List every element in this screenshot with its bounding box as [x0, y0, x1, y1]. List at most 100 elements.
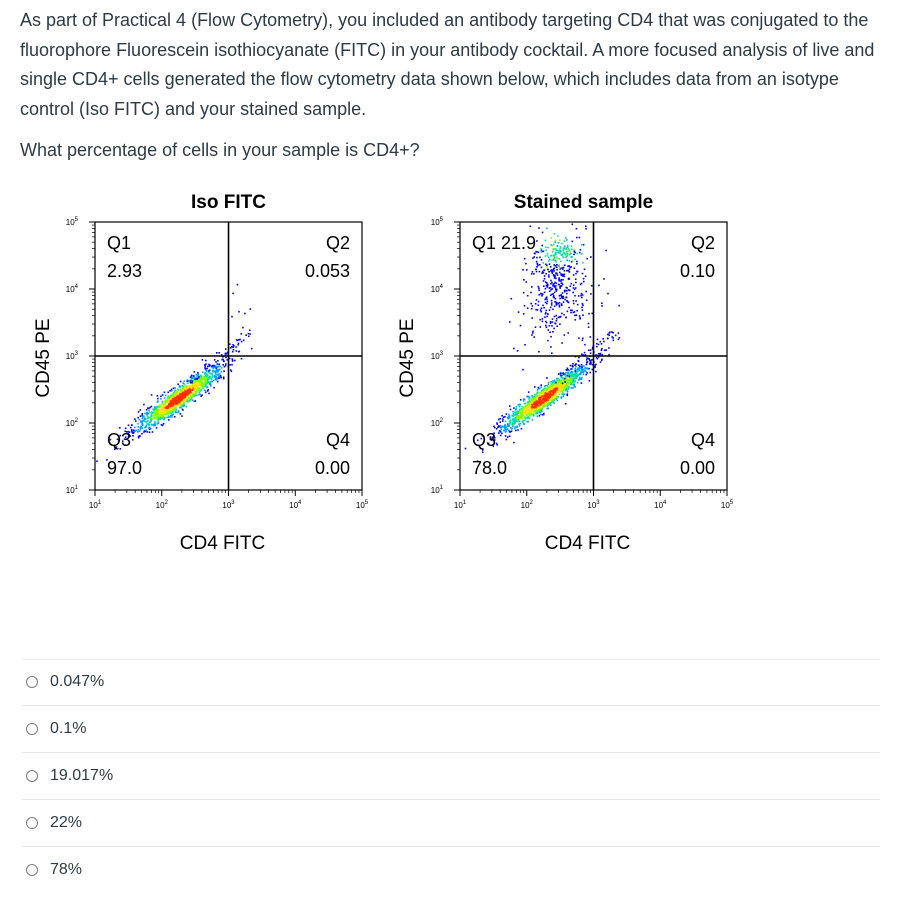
event-dot [517, 417, 519, 420]
event-dot [537, 400, 539, 402]
event-dot [537, 300, 540, 303]
event-dot [498, 425, 501, 428]
event-dot [568, 271, 571, 273]
event-dot [175, 400, 177, 402]
event-dot [170, 412, 172, 415]
event-dot [513, 407, 515, 409]
event-dot [170, 396, 172, 398]
event-dot [584, 343, 586, 346]
event-dot [569, 376, 572, 379]
event-dot [544, 398, 546, 401]
event-dot [529, 401, 531, 404]
event-dot [586, 361, 589, 363]
event-dot [551, 293, 553, 295]
answer-option[interactable]: 0.047% [22, 659, 880, 706]
event-dot [564, 381, 566, 383]
event-dot [172, 410, 174, 413]
event-dot [541, 244, 543, 247]
event-dot [575, 375, 578, 377]
event-dot [572, 284, 575, 286]
event-dot [541, 398, 544, 400]
event-dot [153, 409, 155, 411]
event-dot [546, 407, 548, 410]
radio-button[interactable] [26, 817, 38, 829]
event-dot [163, 404, 165, 406]
event-dot [529, 408, 532, 410]
event-dot [509, 405, 511, 407]
event-dot [560, 294, 563, 296]
event-dot [555, 290, 558, 292]
plot-title: Stained sample [514, 192, 653, 213]
radio-button[interactable] [26, 864, 38, 876]
event-dot [570, 256, 572, 259]
event-dot [187, 394, 189, 396]
event-dot [538, 411, 540, 414]
event-dot [542, 413, 545, 416]
event-dot [185, 394, 187, 397]
event-dot [177, 401, 180, 404]
radio-button[interactable] [26, 723, 38, 735]
event-dot [250, 347, 253, 350]
radio-button[interactable] [26, 676, 38, 688]
event-dot [563, 385, 565, 388]
event-dot [574, 258, 576, 261]
event-dot [172, 408, 174, 411]
event-dot [154, 413, 157, 416]
event-dot [547, 268, 549, 271]
event-dot [518, 410, 521, 413]
event-dot [523, 279, 525, 281]
event-dot [563, 240, 566, 242]
event-dot [160, 412, 163, 415]
answer-option[interactable]: 0.1% [22, 706, 880, 753]
event-dot [586, 367, 588, 369]
event-dot [554, 287, 557, 289]
radio-button[interactable] [26, 770, 38, 782]
event-dot [150, 416, 152, 419]
event-dot [554, 239, 557, 242]
event-dot [188, 385, 191, 387]
event-dot [242, 339, 245, 342]
event-dot [575, 281, 577, 284]
event-dot [608, 353, 610, 356]
event-dot [560, 273, 562, 275]
event-dot [220, 367, 223, 369]
event-dot [178, 385, 181, 387]
event-dot [578, 236, 581, 239]
event-dot [504, 424, 506, 426]
event-dot [216, 371, 219, 373]
event-dot [542, 390, 545, 392]
event-dot [167, 411, 169, 413]
event-dot [534, 406, 537, 408]
event-dot [172, 387, 175, 390]
event-dot [578, 365, 581, 367]
event-dot [204, 364, 206, 366]
answer-option[interactable]: 19.017% [22, 753, 880, 800]
event-dot [189, 386, 191, 389]
event-dot [191, 399, 194, 401]
event-dot [182, 390, 185, 392]
answer-option[interactable]: 22% [22, 800, 880, 847]
event-dot [141, 418, 144, 420]
event-dot [596, 338, 599, 341]
event-dot [507, 417, 510, 420]
event-dot [559, 250, 562, 252]
event-dot [171, 416, 173, 418]
answer-option[interactable]: 78% [22, 847, 880, 893]
event-dot [568, 372, 570, 375]
event-dot [192, 377, 194, 379]
event-dot [551, 381, 554, 384]
event-dot [555, 389, 558, 391]
quadrant-value-q1: 2.93 [107, 261, 142, 281]
event-dot [535, 409, 538, 411]
event-dot [504, 431, 507, 433]
event-dot [508, 416, 510, 418]
event-dot [554, 390, 557, 392]
event-dot [571, 384, 574, 386]
event-dot [556, 379, 559, 381]
event-dot [493, 439, 496, 441]
event-dot [576, 371, 578, 373]
event-dot [551, 270, 553, 273]
event-dot [557, 316, 560, 319]
event-dot [207, 365, 209, 368]
event-dot [547, 246, 549, 249]
